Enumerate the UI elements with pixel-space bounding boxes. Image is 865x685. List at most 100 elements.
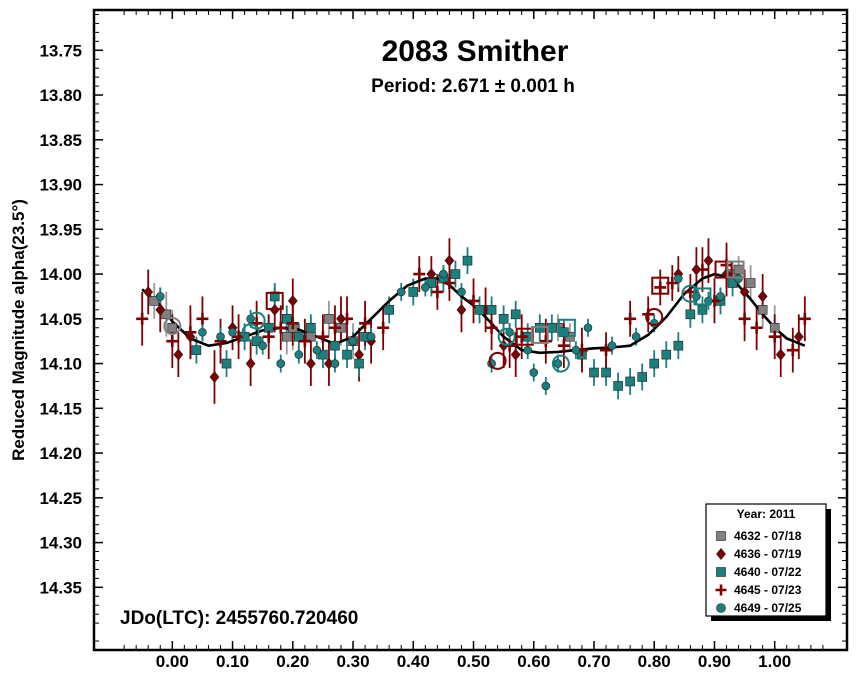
data-point bbox=[245, 357, 256, 370]
data-point bbox=[523, 345, 533, 355]
highlight-square bbox=[693, 287, 712, 306]
data-point bbox=[486, 305, 497, 315]
data-point bbox=[697, 305, 708, 315]
data-point bbox=[589, 367, 599, 378]
legend-marker bbox=[716, 567, 726, 577]
data-point bbox=[685, 309, 696, 320]
data-point bbox=[184, 326, 197, 339]
data-point bbox=[613, 381, 623, 391]
data-point bbox=[408, 287, 419, 297]
data-point bbox=[294, 331, 304, 342]
data-point bbox=[281, 314, 292, 324]
data-point bbox=[450, 269, 461, 279]
data-point bbox=[294, 350, 304, 359]
data-point bbox=[306, 331, 316, 342]
highlight-circle bbox=[163, 316, 182, 335]
data-point bbox=[286, 317, 299, 330]
data-point bbox=[775, 348, 786, 361]
data-point bbox=[281, 331, 292, 342]
data-point bbox=[354, 358, 364, 369]
highlight-square bbox=[651, 276, 670, 295]
y-tick-label: 14.35 bbox=[39, 578, 82, 597]
data-point bbox=[703, 254, 714, 267]
legend-title: Year: 2011 bbox=[737, 507, 796, 521]
data-point bbox=[431, 285, 444, 298]
data-point bbox=[607, 341, 617, 350]
highlight-circle bbox=[645, 308, 664, 327]
highlight-circle bbox=[241, 323, 260, 342]
data-point bbox=[396, 287, 406, 297]
legend-marker bbox=[716, 603, 726, 613]
y-tick-label: 14.25 bbox=[39, 489, 82, 508]
data-point bbox=[216, 332, 225, 342]
data-point bbox=[136, 312, 149, 325]
x-axis: 0.00 0.10 0.20 0.30 0.40 0.50 0.60 0.70 0.80 0.90… bbox=[123, 10, 824, 671]
x-tick-label: 0.30 bbox=[336, 652, 369, 671]
data-point bbox=[305, 357, 316, 370]
data-point bbox=[529, 368, 539, 377]
data-point bbox=[600, 344, 613, 357]
data-point bbox=[413, 268, 426, 281]
data-point bbox=[757, 305, 768, 315]
data-point bbox=[276, 359, 286, 368]
x-tick-label: 0.00 bbox=[156, 652, 189, 671]
data-point bbox=[503, 339, 516, 352]
data-point bbox=[143, 285, 154, 298]
data-point bbox=[654, 281, 667, 294]
highlight-square bbox=[714, 260, 733, 279]
data-point bbox=[444, 254, 455, 267]
x-tick-label: 0.90 bbox=[698, 652, 731, 671]
y-tick-label: 14.10 bbox=[39, 355, 82, 374]
highlight-circle bbox=[488, 351, 507, 370]
legend-entry-label: 4632 - 07/18 bbox=[734, 529, 802, 543]
data-point bbox=[674, 274, 683, 283]
data-point bbox=[330, 359, 340, 368]
data-point bbox=[359, 317, 372, 330]
data-point bbox=[557, 339, 570, 352]
y-tick-label: 14.20 bbox=[39, 444, 82, 463]
y-tick-label: 13.75 bbox=[39, 41, 82, 60]
data-point bbox=[467, 294, 480, 307]
x-tick-label: 0.60 bbox=[517, 652, 550, 671]
legend-marker bbox=[716, 548, 726, 560]
data-point bbox=[661, 349, 672, 360]
plot-frame bbox=[92, 8, 849, 652]
data-point bbox=[155, 292, 165, 301]
x-tick-label: 0.70 bbox=[577, 652, 610, 671]
data-point bbox=[733, 264, 744, 275]
data-point bbox=[316, 330, 329, 343]
data-point bbox=[539, 335, 552, 348]
data-point bbox=[768, 330, 781, 343]
data-point bbox=[287, 294, 298, 307]
data-point bbox=[745, 278, 756, 288]
y-tick-label: 14.00 bbox=[39, 265, 82, 284]
data-point bbox=[173, 348, 184, 361]
highlighted-points bbox=[163, 260, 745, 373]
highlight-circle bbox=[681, 284, 700, 303]
y-tick-label: 13.85 bbox=[39, 131, 82, 150]
y-axis-label: Reduced Magnitude alpha(23.5°) bbox=[9, 199, 28, 461]
data-point bbox=[221, 358, 232, 369]
y-tick-label: 13.95 bbox=[39, 220, 82, 239]
data-point bbox=[324, 314, 334, 324]
data-point bbox=[384, 305, 394, 315]
data-point bbox=[456, 303, 467, 316]
data-point bbox=[298, 335, 311, 348]
data-point bbox=[696, 263, 709, 276]
highlight-square bbox=[265, 291, 284, 310]
data-point bbox=[166, 335, 179, 348]
x-tick-label: 1.00 bbox=[758, 652, 791, 671]
legend-box bbox=[705, 503, 827, 617]
y-tick-label: 14.15 bbox=[39, 399, 82, 418]
y-axis: 13.75 13.80 13.85 13.90 13.95 14.00 14.05 14.10… bbox=[39, 13, 847, 642]
legend-marker bbox=[715, 584, 727, 596]
y-tick-label: 13.90 bbox=[39, 176, 82, 195]
data-point bbox=[366, 332, 376, 342]
legend-entry-label: 4640 - 07/22 bbox=[734, 565, 802, 579]
epoch-annotation: JDo(LTC): 2455760.720460 bbox=[120, 608, 358, 629]
data-point bbox=[462, 255, 473, 266]
data-point bbox=[274, 321, 287, 334]
x-tick-label: 0.50 bbox=[457, 652, 490, 671]
data-point bbox=[155, 303, 166, 316]
data-point bbox=[161, 309, 172, 320]
